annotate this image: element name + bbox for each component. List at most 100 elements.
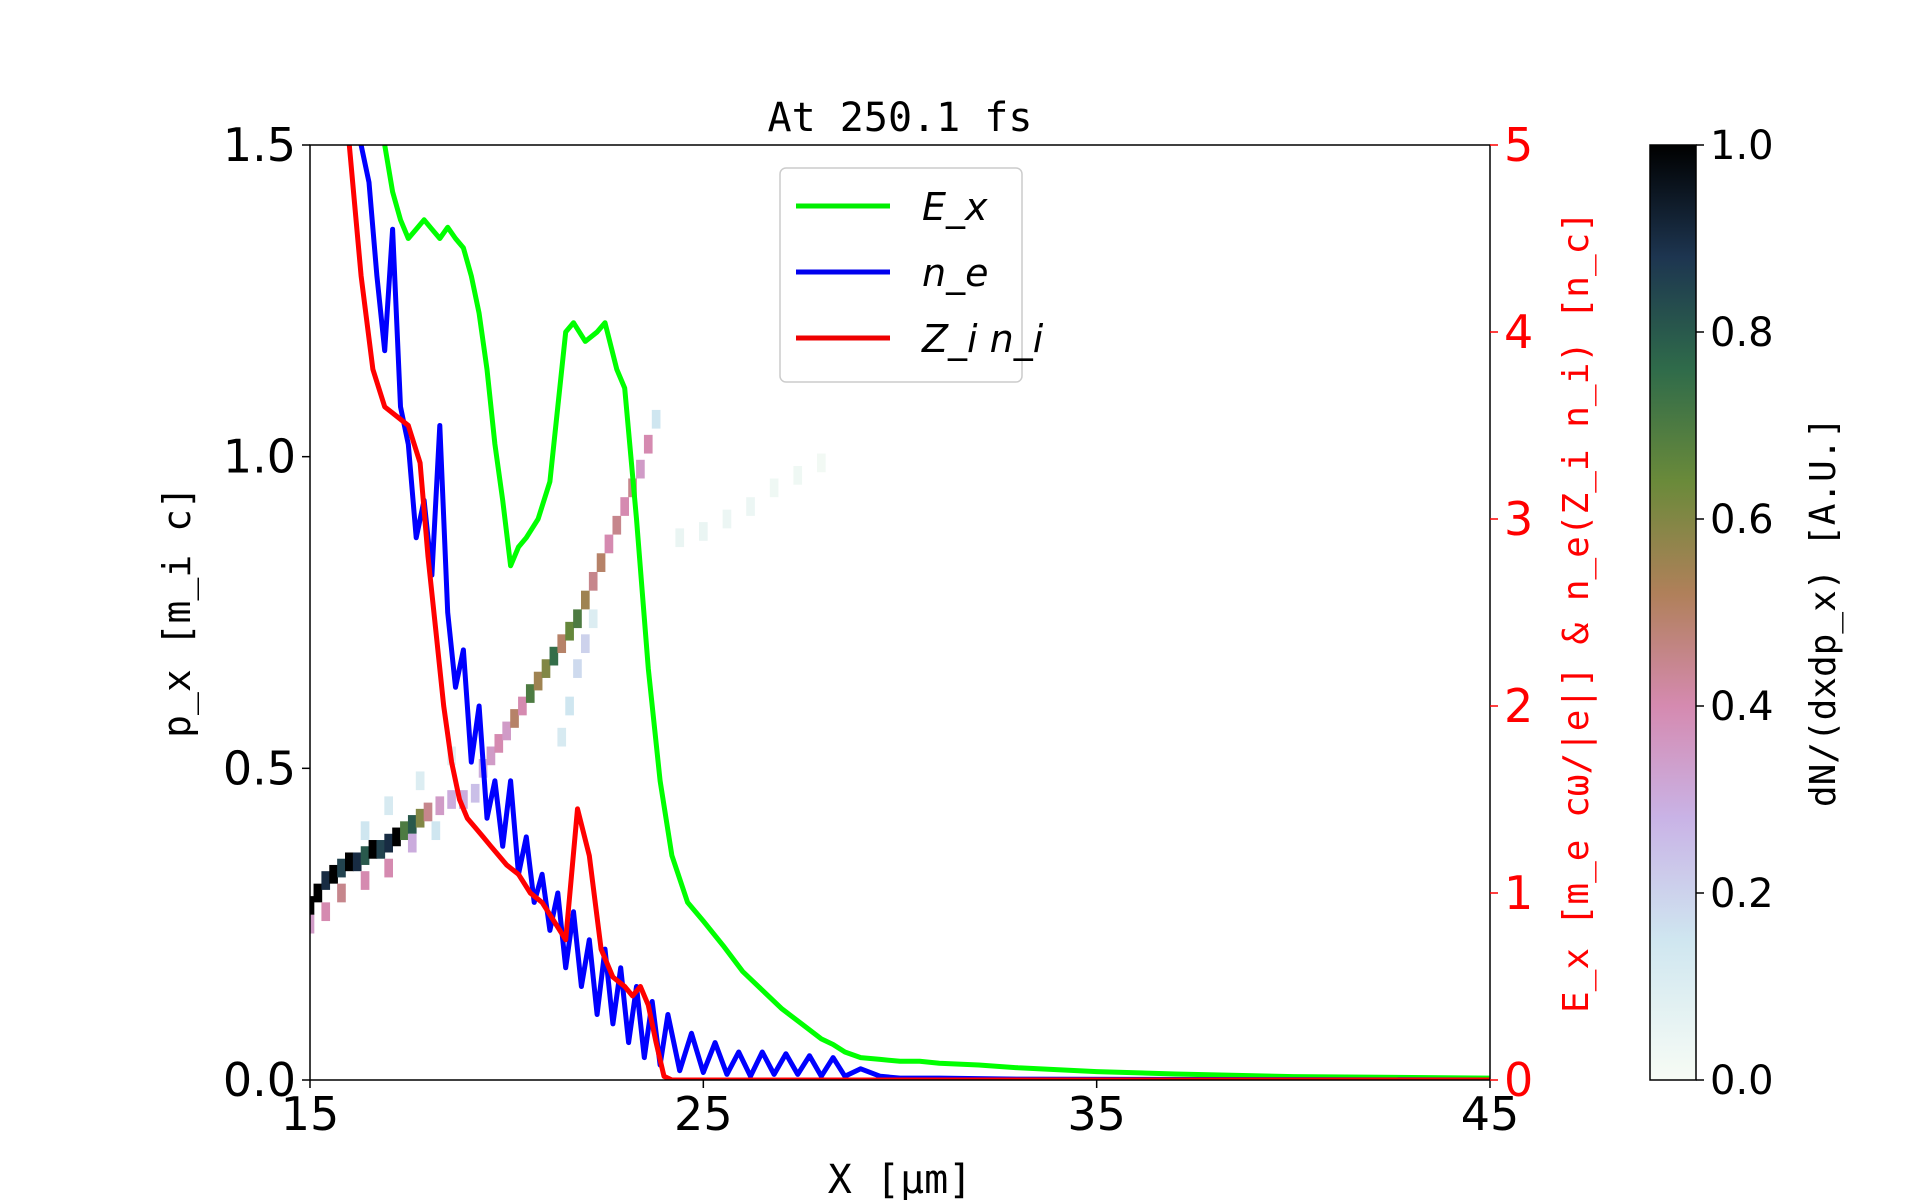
phase-space-cell <box>588 571 598 591</box>
y-right-tick-label: 1 <box>1504 866 1533 920</box>
legend-box <box>779 167 1023 383</box>
phase-space-cell <box>533 671 543 691</box>
phase-space-cell <box>565 696 574 716</box>
phase-space-cell <box>423 802 433 822</box>
colorbar-tick-label: 0.8 <box>1710 310 1774 356</box>
phase-space-cell <box>541 659 551 678</box>
colorbar-tick-label: 0.0 <box>1710 1058 1774 1104</box>
phase-space-cell <box>588 609 598 629</box>
colorbar-label: dN/(dxdp_x) [A.U.] <box>1803 417 1844 807</box>
phase-space-cell <box>392 827 401 847</box>
phase-space-cell <box>384 796 393 816</box>
legend: E_x n_e Z_i n_i <box>779 167 1044 383</box>
legend-label: E_x <box>922 185 988 229</box>
phase-space-cell <box>384 833 393 853</box>
y-right-tick-label: 3 <box>1504 492 1533 546</box>
colorbar-ticks: 0.0 0.2 0.4 0.6 0.8 1.0 <box>1696 123 1774 1104</box>
x-axis-ticks: 15 25 35 45 <box>281 1080 1520 1141</box>
plot-frame <box>309 144 1491 1081</box>
phase-space-cell <box>557 727 567 747</box>
phase-space-cell <box>407 815 417 834</box>
y-left-tick-label: 0.5 <box>223 741 296 795</box>
phase-space-cell <box>651 409 661 429</box>
phase-space-cell <box>518 696 527 716</box>
phase-space-cell <box>494 734 504 753</box>
phase-space-cell <box>435 796 445 816</box>
phase-space-cell <box>699 522 708 541</box>
series-lines <box>346 145 1490 1080</box>
phase-space-cell <box>376 840 386 859</box>
phase-space-cell <box>310 896 315 915</box>
phase-space-cell <box>431 821 441 841</box>
chart-title: At 250.1 fs <box>768 95 1033 141</box>
phase-space-cell <box>486 746 496 766</box>
legend-label: n_e <box>922 251 988 295</box>
y-right-tick-label: 5 <box>1504 118 1533 172</box>
phase-space-cell <box>612 515 622 535</box>
y-left-axis-label: p_x [m_i c] <box>155 486 200 738</box>
y-left-tick-label: 1.5 <box>223 118 296 172</box>
phase-space-histogram <box>310 409 826 934</box>
y-right-axis-label: E_x [m_e cω/|e|] & n_e(Z_i n_i) [n_c] <box>1556 211 1597 1013</box>
phase-space-cell <box>360 871 370 890</box>
x-tick-label: 15 <box>281 1087 340 1141</box>
phase-space-cell <box>400 821 409 841</box>
colorbar-tick-label: 0.4 <box>1710 684 1774 730</box>
phase-space-cell <box>581 590 590 610</box>
x-tick-label: 35 <box>1067 1087 1126 1141</box>
phase-space-cell <box>470 783 480 803</box>
colorbar: 0.0 0.2 0.4 0.6 0.8 1.0 dN/(dxdp_x) [A.U.] <box>1649 123 1844 1104</box>
phase-space-cell <box>817 453 826 473</box>
phase-space-cell <box>321 871 331 890</box>
phase-space-cell <box>415 808 425 828</box>
phase-space-cell <box>360 846 370 865</box>
phase-space-cell <box>581 634 590 654</box>
phase-space-cell <box>345 852 354 872</box>
series-line-z-i-n-i <box>346 145 1490 1080</box>
phase-space-cell <box>525 684 535 703</box>
legend-label: Z_i n_i <box>921 317 1044 361</box>
y-right-tick-label: 0 <box>1504 1053 1533 1107</box>
phase-space-cell <box>557 634 567 654</box>
colorbar-tick-label: 0.6 <box>1710 497 1774 543</box>
y-left-tick-label: 1.0 <box>223 430 296 484</box>
y-right-axis-ticks: 0 1 2 3 4 5 <box>1490 118 1533 1107</box>
phase-space-cell <box>310 914 315 934</box>
series-line-e-x <box>382 145 1490 1080</box>
phase-space-cell <box>313 883 323 903</box>
phase-space-cell <box>360 821 370 841</box>
y-right-tick-label: 2 <box>1504 679 1533 733</box>
phase-space-cell <box>793 466 803 485</box>
phase-space-cell <box>407 833 417 853</box>
series-line-n-e <box>358 145 1490 1080</box>
phase-space-cell <box>368 840 378 859</box>
phase-space-cell <box>573 609 582 629</box>
y-left-tick-label: 0.0 <box>223 1053 296 1107</box>
phase-space-cell <box>573 659 582 678</box>
phase-space-cell <box>565 621 574 641</box>
phase-space-cell <box>722 509 732 529</box>
phase-space-cell <box>769 478 779 498</box>
x-tick-label: 45 <box>1461 1087 1520 1141</box>
phase-space-cell <box>604 534 614 554</box>
phase-space-cell <box>502 721 511 741</box>
phase-space-cell <box>620 497 629 516</box>
y-right-tick-label: 4 <box>1504 305 1533 359</box>
phase-space-cell <box>459 790 468 809</box>
phase-space-cell <box>636 459 645 479</box>
x-tick-label: 25 <box>674 1087 733 1141</box>
phase-space-cell <box>549 646 559 666</box>
phase-space-cell <box>415 771 425 791</box>
phase-space-cell <box>643 434 653 454</box>
phase-space-cell <box>384 858 393 878</box>
phase-space-cell <box>596 553 606 572</box>
phase-space-cell <box>510 709 519 728</box>
colorbar-gradient <box>1649 144 1697 1081</box>
phase-space-cell <box>337 883 346 903</box>
phase-space-cell <box>352 852 362 872</box>
phase-space-cell <box>675 528 685 548</box>
phase-space-cell <box>329 864 338 884</box>
colorbar-tick-label: 0.2 <box>1710 871 1774 917</box>
phase-space-cell <box>321 902 331 922</box>
